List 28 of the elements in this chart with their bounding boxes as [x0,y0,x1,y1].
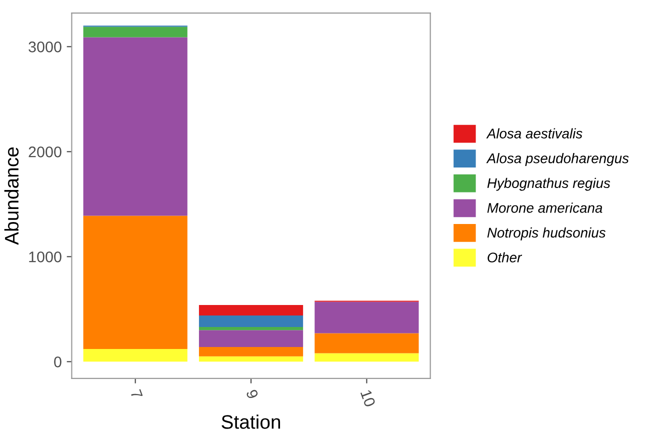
x-tick-label: 10 [360,389,376,408]
bar [314,302,419,334]
x-axis-title: Station [222,414,280,429]
y-tick-label: 1000 [29,252,62,262]
bar [83,349,188,362]
bar [314,333,419,354]
x-tick-label: 9 [246,388,259,400]
bar [83,37,188,216]
y-tick-label: 2000 [28,146,62,158]
y-axis-title: Abundance [4,147,19,245]
bar [198,327,304,330]
legend-label: Notropis hudsonius [487,227,606,240]
bar [83,26,188,38]
legend-label: Alosa aestivalis [486,128,582,138]
legend-label: Other [488,252,522,262]
legend-label: Alosa pseudoharengus [486,153,629,166]
bar [198,330,304,347]
bar [198,315,304,327]
bar [83,216,188,350]
y-tick-label: 3000 [28,42,62,52]
bar [314,353,419,362]
legend-label: Morone americana [487,202,602,213]
bar [198,304,304,316]
bar [198,356,304,362]
bar [198,346,304,356]
y-tick-label: 0 [54,356,62,368]
legend-label: Hybognathus regius [487,178,610,191]
x-tick-label: 7 [130,389,143,400]
